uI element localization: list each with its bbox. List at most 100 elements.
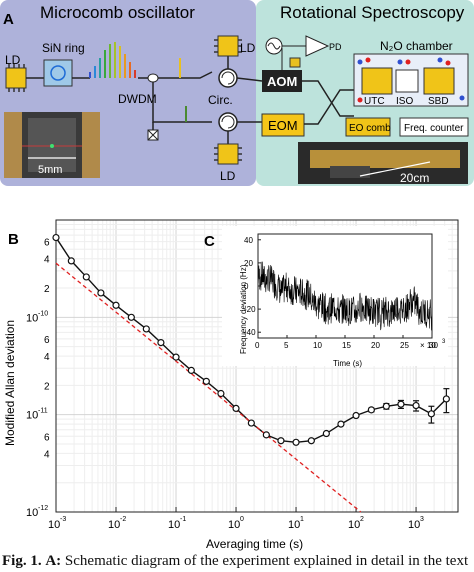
ld-top-label: LD bbox=[240, 41, 256, 55]
data-point bbox=[217, 389, 225, 398]
y-tick-exponent: -11 bbox=[38, 408, 48, 415]
inset-x-tick-label: 0 bbox=[255, 341, 260, 350]
y-tick-label: 10 bbox=[26, 410, 38, 422]
inset-y-tick-label: 20 bbox=[244, 259, 253, 268]
x-tick-exponent: 3 bbox=[420, 516, 424, 523]
inset-y-label: Frequency deviation (Hz) bbox=[239, 264, 248, 354]
circ-label: Circ. bbox=[208, 93, 233, 107]
freq-counter-label: Freq. counter bbox=[404, 123, 464, 134]
y-tick-exponent: -10 bbox=[38, 310, 48, 317]
photo-scale-label: 20cm bbox=[400, 171, 429, 185]
data-point bbox=[442, 395, 450, 403]
data-point bbox=[382, 402, 390, 410]
panel-a: A Microcomb oscillator Rotational Spectr… bbox=[0, 0, 474, 186]
inset-x-tick-label: 30 bbox=[429, 341, 438, 350]
y-minor-label: 6 bbox=[44, 432, 50, 443]
data-point bbox=[82, 273, 90, 281]
data-point bbox=[412, 401, 420, 410]
plot-b-frame bbox=[55, 219, 459, 513]
data-point bbox=[247, 419, 255, 427]
data-point bbox=[157, 339, 165, 347]
inset-x-tick-label: 20 bbox=[371, 341, 380, 350]
x-tick-label: 10 bbox=[48, 519, 60, 531]
x-tick-exponent: -3 bbox=[60, 516, 66, 523]
setup-photo bbox=[298, 142, 468, 184]
data-point bbox=[397, 400, 405, 408]
photodetector-icon: PD bbox=[305, 35, 342, 57]
x-tick-exponent: 2 bbox=[360, 516, 364, 523]
x-axis-label: Averaging time (s) bbox=[206, 537, 303, 551]
x-tick-exponent: 0 bbox=[240, 516, 244, 523]
y-minor-label: 4 bbox=[44, 352, 50, 363]
left-title: Microcomb oscillator bbox=[40, 3, 195, 22]
y-tick-label: 10 bbox=[26, 312, 38, 324]
inset-x-label: Time (s) bbox=[333, 359, 362, 368]
data-point bbox=[427, 410, 435, 418]
freq-counter-box bbox=[399, 117, 469, 137]
reference-slope-line bbox=[55, 262, 362, 513]
ld-left-label: LD bbox=[5, 53, 21, 67]
inset-y-tick-label: -40 bbox=[244, 328, 256, 337]
data-point bbox=[277, 437, 285, 445]
data-point bbox=[292, 438, 300, 446]
x-tick-label: 10 bbox=[408, 519, 420, 531]
y-minor-label: 6 bbox=[44, 238, 50, 249]
data-point bbox=[67, 257, 75, 265]
caption-label: A: bbox=[45, 553, 62, 569]
ring-resonator-icon bbox=[50, 65, 66, 81]
sbd-block bbox=[423, 67, 455, 95]
data-point bbox=[367, 406, 375, 414]
signal-source-icon bbox=[265, 37, 283, 55]
y-tick-exponent: -12 bbox=[38, 505, 48, 512]
eom-label: EOM bbox=[268, 118, 298, 133]
right-title: Rotational Spectroscopy bbox=[280, 3, 465, 22]
x-tick-label: 10 bbox=[228, 519, 240, 531]
eo-comb-box bbox=[345, 117, 391, 137]
y-minor-label: 2 bbox=[44, 284, 50, 295]
utc-block bbox=[361, 67, 393, 95]
data-point bbox=[97, 289, 105, 297]
data-point bbox=[322, 429, 330, 438]
inset-x-tick-label: 5 bbox=[284, 341, 289, 350]
data-point bbox=[337, 420, 345, 428]
molecules-icon bbox=[357, 57, 465, 103]
dwdm-splitter bbox=[147, 73, 159, 83]
x-tick-exponent: -1 bbox=[180, 516, 186, 523]
y-minor-label: 6 bbox=[44, 335, 50, 346]
chip-photo bbox=[4, 112, 100, 178]
figure-caption: Fig. 1. A: Schematic diagram of the expe… bbox=[2, 553, 474, 572]
data-point bbox=[307, 437, 315, 445]
iso-label: ISO bbox=[396, 96, 413, 107]
inset-y-tick-label: 0 bbox=[244, 282, 249, 291]
data-point bbox=[52, 233, 60, 242]
data-point bbox=[142, 325, 150, 333]
data-point bbox=[232, 404, 240, 412]
eom-box bbox=[261, 113, 305, 137]
x-tick-label: 10 bbox=[108, 519, 120, 531]
x-tick-label: 10 bbox=[288, 519, 300, 531]
inset-x-tick-label: 10 bbox=[313, 341, 322, 350]
panel-b-letter: B bbox=[8, 231, 19, 248]
inset-x-multiplier-exp: 3 bbox=[442, 339, 446, 345]
frequency-deviation-trace bbox=[257, 261, 433, 331]
ld-bottom-label: LD bbox=[220, 169, 236, 183]
inset-x-multiplier: × 10 bbox=[420, 341, 436, 350]
sbd-label: SBD bbox=[428, 96, 449, 107]
laser-diode-top bbox=[214, 35, 242, 57]
sin-ring-chip bbox=[43, 59, 73, 87]
iso-block bbox=[395, 69, 419, 93]
aom-box bbox=[262, 70, 302, 92]
inset-y-tick-label: -20 bbox=[244, 305, 256, 314]
data-point bbox=[187, 366, 195, 374]
laser-diode-left bbox=[5, 64, 27, 92]
x-tick-label: 10 bbox=[348, 519, 360, 531]
chamber-label: N₂O chamber bbox=[380, 39, 453, 53]
laser-diode-bottom bbox=[214, 143, 242, 165]
inset-y-tick-label: 40 bbox=[244, 236, 253, 245]
comb-spectrum-icon bbox=[89, 42, 136, 78]
x-tick-exponent: 1 bbox=[300, 516, 304, 523]
chip-scale-label: 5mm bbox=[38, 164, 62, 176]
y-minor-label: 4 bbox=[44, 449, 50, 460]
data-point bbox=[202, 377, 210, 385]
caption-text: Schematic diagram of the experiment expl… bbox=[64, 553, 469, 569]
